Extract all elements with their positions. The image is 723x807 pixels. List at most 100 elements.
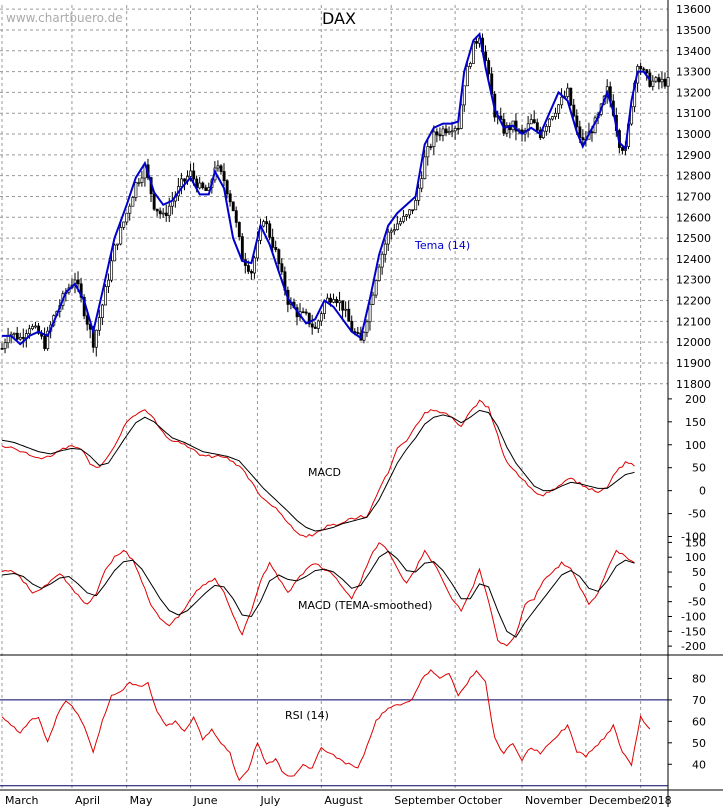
price-tick-label: 12600 [676,211,711,224]
price-bar-body [310,323,314,328]
price-tick-label: 13400 [676,45,711,58]
price-bar-body [663,78,667,87]
price-tick-label: 12000 [676,336,711,349]
price-bar-body [332,299,336,303]
price-bar-body [432,131,436,147]
price-bar-body [386,231,390,245]
price-bar-body [329,297,332,303]
price-bar-body [237,222,241,238]
price-bar-body [228,193,232,203]
price-bar-body [250,271,253,274]
price-bar-body [21,336,25,339]
month-label: June [193,794,218,807]
price-bar-body [362,331,366,341]
indicator-tick-label: -150 [681,625,706,638]
price-bar-body [167,205,171,217]
price-bar-body [621,147,624,151]
price-tick-label: 12500 [676,232,711,245]
indicator-tick-label: 0 [699,581,706,594]
price-bar-body [301,311,305,314]
indicator-label: MACD (TEMA-smoothed) [298,599,432,612]
price-bar-body [131,197,135,207]
price-bar-body [116,243,120,246]
price-bar-body [155,208,159,212]
price-bar-body [429,146,433,148]
price-bar-body [231,201,235,212]
price-bar-body [389,230,393,233]
price-bar-body [110,260,114,281]
indicator-tick-label: 80 [692,672,706,685]
price-bar-body [642,68,646,71]
indicator-tick-label: -50 [688,596,706,609]
price-bar-body [347,308,351,322]
chart-title: DAX [322,9,356,28]
price-bar-body [344,308,348,311]
price-tick-label: 13600 [676,3,711,16]
price-bar-body [402,216,405,222]
price-bar-body [514,120,518,132]
price-bar-body [639,66,643,70]
price-bar-body [76,279,80,285]
price-tick-label: 12800 [676,170,711,183]
price-bar-body [307,312,311,325]
indicator-tick-label: 200 [685,393,706,406]
price-bar-body [0,348,4,350]
price-bar-body [104,286,107,306]
price-bar-body [554,112,558,117]
price-tick-label: 11800 [676,378,711,391]
price-bar-body [651,80,655,87]
price-tick-label: 12400 [676,253,711,266]
month-label: April [75,794,100,807]
price-bar-body [34,325,38,328]
indicator-label: RSI (14) [285,709,329,722]
indicator-tick-label: 40 [692,758,706,771]
month-label: November [525,794,583,807]
price-bar-body [566,87,570,97]
price-bar-body [313,326,317,329]
price-bar-body [541,130,545,139]
price-bar-body [441,128,445,136]
price-bar-body [529,119,533,125]
axis-labels: 11800 11900 12000 12100 12200 12300 12400 12500… [5,3,711,807]
price-bar-body [180,178,183,187]
price-bar-body [277,249,281,265]
tema-line [2,32,651,346]
price-tick-label: 12700 [676,190,711,203]
price-bar-body [122,221,126,228]
price-bar-body [535,122,539,131]
price-bar-body [192,170,196,180]
price-bar-body [399,221,402,225]
price-bar-body [31,326,34,330]
price-bar-body [572,104,576,117]
price-bar-body [551,116,554,120]
price-bar-body [12,332,16,335]
price-bar-body [435,131,439,136]
price-bar-body [374,280,378,296]
price-bar-body [101,304,104,318]
indicator-tick-label: -100 [681,531,706,544]
price-bar-body [240,236,244,261]
month-label: May [130,794,153,807]
price-bar-body [411,209,415,212]
price-bar-body [462,85,466,106]
price-bar-body [137,182,141,184]
price-bar-body [18,336,22,340]
price-bar-body [246,265,250,272]
indicator-tick-label: 150 [685,536,706,549]
price-bar-body [444,128,448,134]
indicator-tick-label: 100 [685,439,706,452]
price-bar-body [426,146,430,158]
indicator-tick-label: -200 [681,640,706,653]
price-tick-label: 13000 [676,128,711,141]
price-bar-body [219,165,223,172]
indicator-tick-label: 100 [685,551,706,564]
price-bar-body [459,104,463,129]
price-bar-body [262,221,266,227]
price-bar-body [405,214,409,217]
price-bar-body [505,125,509,134]
price-bar-body [590,131,594,134]
price-bar-body [575,115,579,128]
price-bar-body [183,178,187,182]
price-bar-body [253,257,256,274]
price-bar-body [447,131,451,134]
